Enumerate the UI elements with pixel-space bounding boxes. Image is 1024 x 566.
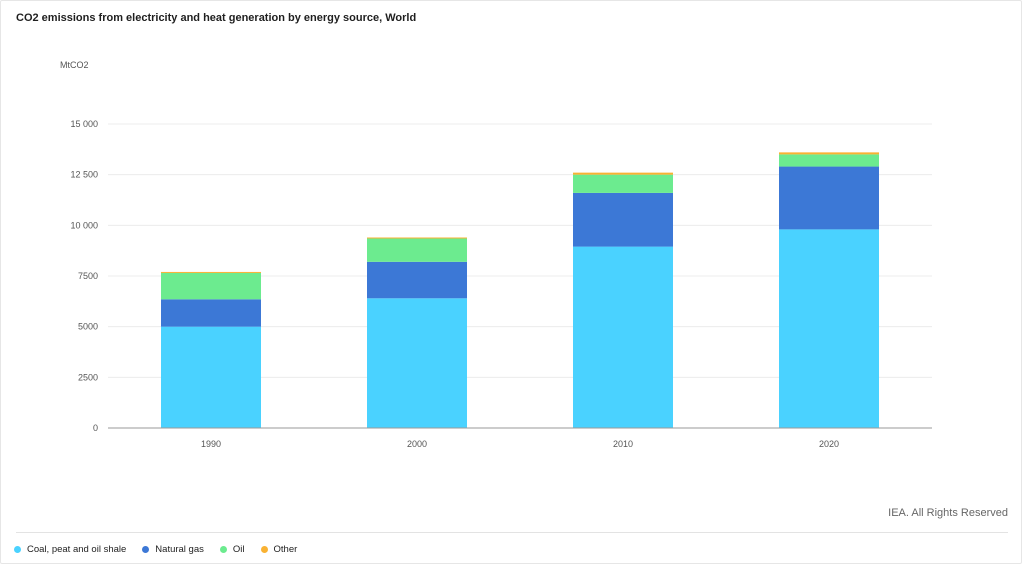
legend-item[interactable]: Oil: [219, 544, 245, 555]
legend-label: Coal, peat and oil shale: [27, 544, 127, 555]
bars: [161, 152, 879, 428]
x-tick-label: 2020: [819, 439, 839, 449]
x-axis-ticks: 1990 2000 2010 2020: [201, 439, 839, 449]
chart-svg: MtCO2 0 2500 5000 7500 10 000 12 500 15 000 19…: [60, 60, 932, 449]
bar-segment[interactable]: [779, 152, 879, 155]
bar-segment[interactable]: [367, 298, 467, 428]
bar-segment[interactable]: [367, 237, 467, 239]
y-axis-ticks: 0 2500 5000 7500 10 000 12 500 15 000: [70, 119, 98, 433]
y-tick-label: 15 000: [70, 119, 98, 129]
bar-segment[interactable]: [161, 271, 261, 273]
bar-segment[interactable]: [779, 154, 879, 167]
legend-label: Oil: [232, 544, 245, 555]
bar-segment[interactable]: [573, 246, 673, 428]
y-tick-label: 2500: [78, 372, 98, 382]
bar-segment[interactable]: [367, 238, 467, 262]
bar-segment[interactable]: [573, 192, 673, 247]
bar-segment[interactable]: [573, 172, 673, 175]
bar-segment[interactable]: [573, 174, 673, 193]
x-tick-label: 1990: [201, 439, 221, 449]
legend-item[interactable]: Natural gas: [142, 544, 204, 555]
legend-swatch-icon: [14, 546, 21, 553]
legend-item[interactable]: Coal, peat and oil shale: [14, 544, 126, 555]
bar-segment[interactable]: [779, 229, 879, 428]
legend-divider: [16, 532, 1008, 533]
bar-segment[interactable]: [161, 299, 261, 327]
bar-segment[interactable]: [161, 326, 261, 428]
legend-swatch-icon: [260, 546, 268, 553]
legend-swatch-icon: [219, 546, 227, 553]
bar-segment[interactable]: [367, 261, 467, 299]
legend-swatch-icon: [142, 546, 150, 553]
x-tick-label: 2000: [407, 439, 427, 449]
y-tick-label: 7500: [78, 271, 98, 281]
y-tick-label: 0: [93, 423, 98, 433]
chart-title: CO2 emissions from electricity and heat …: [16, 12, 417, 24]
y-tick-label: 12 500: [70, 170, 98, 180]
x-tick-label: 2010: [613, 439, 633, 449]
credit-text: IEA. All Rights Reserved: [888, 507, 1008, 519]
legend: Coal, peat and oil shale Natural gas Oil Ot…: [14, 544, 313, 555]
y-axis-unit-label: MtCO2: [60, 60, 89, 70]
bar-segment[interactable]: [779, 166, 879, 230]
y-tick-label: 10 000: [70, 220, 98, 230]
bar-segment[interactable]: [161, 272, 261, 300]
legend-label: Natural gas: [155, 544, 204, 555]
y-tick-label: 5000: [78, 322, 98, 332]
legend-label: Other: [273, 544, 298, 555]
legend-item[interactable]: Other: [260, 544, 298, 555]
